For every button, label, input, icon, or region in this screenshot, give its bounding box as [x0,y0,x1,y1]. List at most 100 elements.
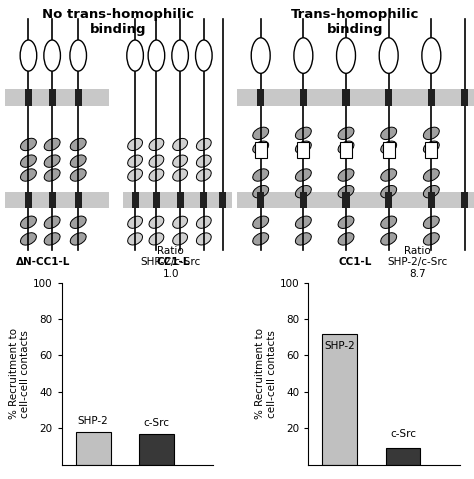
Bar [385,89,392,105]
Text: ΔN-CC1-L: ΔN-CC1-L [16,257,70,267]
Bar [383,142,394,159]
Bar [340,142,352,159]
Ellipse shape [196,169,211,181]
Bar [237,89,474,105]
Bar [342,89,350,105]
Ellipse shape [173,169,188,181]
Ellipse shape [423,141,439,153]
Ellipse shape [423,127,439,139]
Ellipse shape [173,155,188,167]
Bar [153,192,160,208]
Text: No trans-homophilic
binding: No trans-homophilic binding [43,8,194,36]
Bar [123,192,232,208]
Ellipse shape [295,185,311,198]
Ellipse shape [70,169,86,181]
Bar [342,192,350,208]
Ellipse shape [20,155,36,167]
Ellipse shape [44,155,60,167]
Ellipse shape [44,138,60,151]
Bar [25,192,32,208]
Ellipse shape [253,169,269,181]
Ellipse shape [381,185,397,198]
Ellipse shape [70,40,86,71]
Ellipse shape [423,169,439,181]
Ellipse shape [20,169,36,181]
Text: CC1-L: CC1-L [339,257,372,267]
Ellipse shape [149,216,164,228]
Ellipse shape [381,169,397,181]
Bar [48,192,56,208]
Ellipse shape [70,216,86,228]
Bar [385,192,392,208]
Bar [255,142,266,159]
Bar [75,192,82,208]
Ellipse shape [44,40,61,71]
Ellipse shape [196,233,211,245]
Bar [5,89,109,105]
Bar [48,89,56,105]
Ellipse shape [253,141,269,153]
Ellipse shape [423,185,439,198]
Bar [300,89,307,105]
Y-axis label: % Recruitment to
cell-cell contacts: % Recruitment to cell-cell contacts [9,328,30,419]
Bar [322,333,357,465]
Ellipse shape [381,141,397,153]
Ellipse shape [253,216,269,228]
Ellipse shape [20,233,36,245]
Ellipse shape [338,216,354,228]
Ellipse shape [149,169,164,181]
Bar [76,432,110,465]
Bar [237,192,474,208]
Bar [425,142,437,159]
Ellipse shape [381,233,397,245]
Text: SHP-2: SHP-2 [324,342,355,351]
Ellipse shape [338,127,354,139]
Text: SHP-2: SHP-2 [78,416,109,426]
Bar [257,192,264,208]
Ellipse shape [295,127,311,139]
Ellipse shape [149,155,164,167]
Bar [461,192,468,208]
Ellipse shape [253,185,269,198]
Bar [298,142,309,159]
Text: CC1-L: CC1-L [156,257,190,267]
Ellipse shape [128,155,143,167]
Ellipse shape [253,233,269,245]
Ellipse shape [423,233,439,245]
Ellipse shape [70,155,86,167]
Ellipse shape [196,138,211,150]
Text: Trans-homophilic
binding: Trans-homophilic binding [292,8,419,36]
Bar [219,192,227,208]
Ellipse shape [128,233,143,245]
Ellipse shape [128,216,143,228]
Bar [75,89,82,105]
Ellipse shape [173,216,188,228]
Ellipse shape [149,233,164,245]
Ellipse shape [253,127,269,139]
Bar [176,192,184,208]
Ellipse shape [422,38,441,73]
Ellipse shape [172,40,188,71]
Bar [385,448,420,465]
Ellipse shape [338,141,354,153]
Ellipse shape [70,233,86,245]
Bar [5,192,109,208]
Ellipse shape [295,141,311,153]
Ellipse shape [44,233,60,245]
Ellipse shape [338,233,354,245]
Ellipse shape [381,127,397,139]
Ellipse shape [295,216,311,228]
Bar [139,433,174,465]
Ellipse shape [128,169,143,181]
Ellipse shape [196,155,211,167]
Ellipse shape [295,233,311,245]
Bar [428,89,435,105]
Ellipse shape [251,38,270,73]
Ellipse shape [44,169,60,181]
Text: Ratio
SHP-2/c-Src
1.0: Ratio SHP-2/c-Src 1.0 [141,246,201,279]
Ellipse shape [128,138,143,150]
Ellipse shape [127,40,143,71]
Ellipse shape [149,138,164,150]
Ellipse shape [173,138,188,150]
Ellipse shape [337,38,356,73]
